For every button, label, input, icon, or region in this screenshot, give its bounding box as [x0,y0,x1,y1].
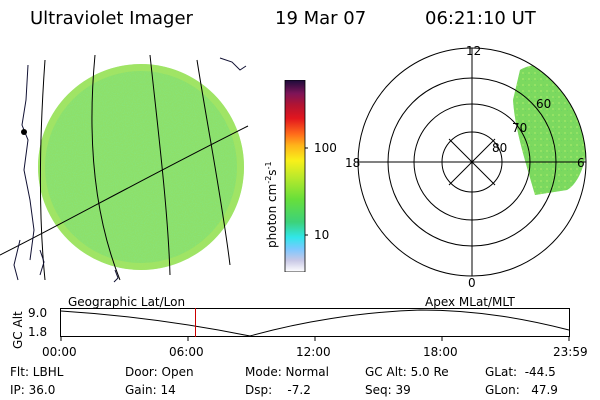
dsp-status: Dsp: -7.2 [245,383,311,397]
x-tick-0600: 06:00 [169,345,204,359]
mode-status: Mode: Normal [245,365,329,379]
mlt-label-6: 6 [577,156,585,170]
gc-alt-timeline [60,308,570,341]
colorbar-tick-10: 10 [314,228,330,242]
geographic-image-panel [0,54,249,283]
mlt-label-0: 0 [468,276,476,290]
time-label: 06:21:10 UT [425,8,536,29]
mlat-label-80: 80 [492,141,508,155]
mlt-label-12: 12 [466,44,482,58]
timeline-x-ticks [60,337,570,341]
apex-mlat-mlt-label: Apex MLat/MLT [425,295,515,309]
gc-alt-status: GC Alt: 5.0 Re [365,365,449,379]
polar-mlt-plot [357,47,587,277]
glat-status: GLat: -44.5 [485,365,556,379]
geographic-latlon-label: Geographic Lat/Lon [68,295,186,309]
gc-alt-tick-bottom: 1.8 [28,325,48,339]
x-tick-0000: 00:00 [42,345,77,359]
glon-status: GLon: 47.9 [485,383,558,397]
colorbar [284,80,308,272]
longitude-grid [0,54,249,281]
colorbar-unit-label: photon cm-2s-1 [264,161,279,248]
mlt-label-18: 18 [345,156,361,170]
sequence-status: Seq: 39 [365,383,411,397]
gc-alt-axis-title: GC Alt [11,311,25,349]
gc-alt-tick-top: 9.0 [28,306,48,320]
x-tick-2359: 23:59 [553,345,588,359]
orbit-altitude-curve [60,309,570,337]
date-label: 19 Mar 07 [275,8,367,29]
coastline-outlines [13,57,247,283]
polar-grid [357,47,587,277]
door-status: Door: Open [125,365,194,379]
instrument-title: Ultraviolet Imager [30,8,193,29]
x-tick-1200: 12:00 [296,345,331,359]
mlat-label-60: 60 [536,97,552,111]
timeline-frame [60,308,570,337]
x-tick-1800: 18:00 [423,345,458,359]
filter-status: Flt: LBHL [10,365,64,379]
gain-status: Gain: 14 [125,383,176,397]
mlat-label-70: 70 [512,121,528,135]
colorbar-tick-100: 100 [314,141,337,155]
ip-status: IP: 36.0 [10,383,56,397]
